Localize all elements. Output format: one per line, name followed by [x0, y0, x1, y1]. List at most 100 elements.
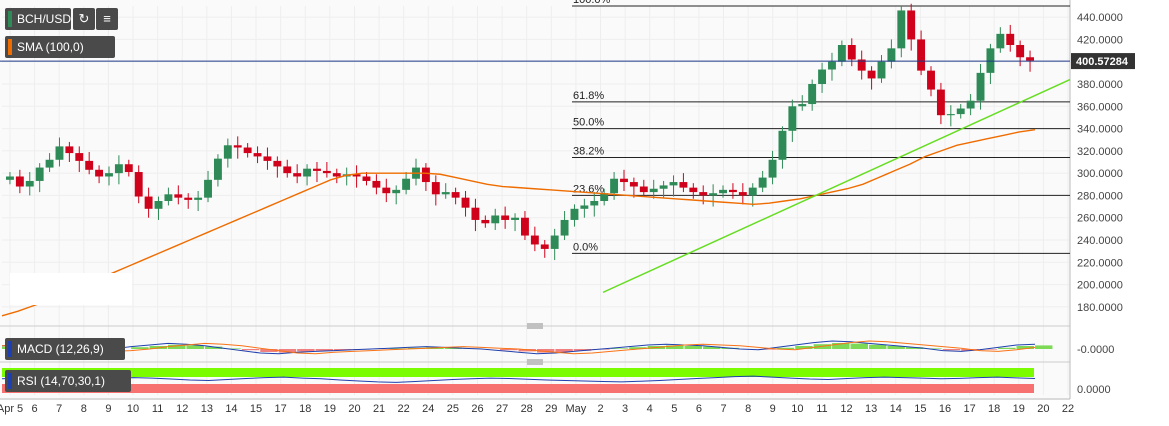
candle-body	[600, 193, 609, 201]
candle-body	[649, 188, 658, 193]
x-tick-label: 22	[1062, 403, 1074, 415]
candle-body	[689, 187, 698, 193]
candle-body	[431, 182, 440, 195]
x-tick-label: 20	[1037, 403, 1049, 415]
macd-histogram-bar	[795, 346, 813, 349]
candle-body	[897, 10, 906, 49]
candle-body	[491, 215, 500, 224]
macd-histogram-bar	[979, 349, 998, 350]
macd-histogram-bar	[961, 349, 979, 351]
candle-body	[421, 167, 430, 183]
candle-body	[65, 146, 74, 154]
candle-body	[966, 100, 975, 109]
macd-histogram-bar	[758, 349, 776, 350]
candle-body	[629, 182, 638, 187]
x-tick-label: 15	[914, 403, 926, 415]
x-tick-label: 24	[422, 403, 434, 415]
macd-text: MACD (12,26,9)	[17, 342, 104, 356]
x-tick-label: 7	[56, 403, 62, 415]
fib-label: 100.0%	[573, 0, 611, 6]
candle-body	[580, 205, 589, 209]
y-tick-label: 300.0000	[1077, 168, 1123, 180]
candle-body	[45, 159, 54, 168]
y-tick-label: 200.0000	[1077, 280, 1123, 292]
x-tick-label: 9	[770, 403, 776, 415]
macd-histogram-bar	[241, 349, 260, 351]
candle-body	[936, 89, 945, 116]
candle-body	[35, 167, 44, 181]
candle-body	[788, 106, 797, 131]
candle-body	[451, 192, 460, 198]
x-tick-label: 29	[545, 403, 557, 415]
candle-body	[144, 196, 153, 209]
candle-body	[956, 108, 965, 115]
candle-body	[1026, 57, 1034, 61]
x-tick-label: May	[566, 403, 587, 415]
x-tick-label: 7	[720, 403, 726, 415]
macd-histogram-bar	[297, 349, 315, 352]
macd-label[interactable]: MACD (12,26,9)	[5, 338, 125, 360]
macd-histogram-bar	[204, 346, 223, 349]
candle-body	[273, 160, 282, 167]
candle-body	[501, 215, 510, 220]
x-tick-label: Apr 5	[0, 403, 23, 415]
x-tick-label: 6	[32, 403, 38, 415]
candle-body	[808, 84, 817, 105]
macd-axis-label: -0.0000	[1077, 344, 1114, 356]
candle-body	[907, 10, 916, 40]
refresh-button[interactable]: ↻	[73, 8, 95, 30]
rsi-label[interactable]: RSI (14,70,30,1)	[5, 370, 131, 392]
candle-body	[263, 156, 272, 161]
candle-body	[124, 164, 133, 173]
macd-histogram-bar	[776, 347, 795, 349]
macd-histogram-bar	[315, 349, 334, 351]
macd-histogram-bar	[942, 349, 961, 351]
fib-label: 50.0%	[573, 117, 604, 129]
candle-body	[946, 114, 955, 116]
candle-body	[887, 48, 896, 62]
y-tick-label: 440.0000	[1077, 12, 1123, 24]
candle-body	[223, 145, 232, 159]
x-tick-label: 12	[176, 403, 188, 415]
candle-body	[313, 168, 321, 171]
candle-body	[728, 189, 737, 193]
macd-histogram-bar	[905, 347, 924, 349]
sma-label[interactable]: SMA (100,0)	[5, 36, 115, 58]
x-tick-label: 21	[373, 403, 385, 415]
candle-body	[362, 176, 371, 181]
candle-body	[511, 217, 519, 220]
candle-body	[332, 173, 341, 177]
candle-body	[927, 70, 935, 90]
candle-body	[243, 147, 252, 154]
x-tick-label: 13	[865, 403, 877, 415]
x-tick-label: 6	[696, 403, 702, 415]
symbol-label[interactable]: BCH/USD	[5, 8, 71, 30]
macd-histogram-bar	[610, 348, 629, 349]
x-tick-label: 27	[496, 403, 508, 415]
candle-body	[204, 179, 212, 198]
candle-body	[530, 235, 539, 245]
macd-histogram-bar	[924, 348, 942, 349]
candle-body	[818, 69, 827, 84]
macd-histogram-bar	[702, 346, 721, 349]
bars-button[interactable]: ≡	[96, 8, 118, 30]
candle-body	[758, 177, 767, 188]
macd-histogram-bar	[334, 349, 352, 351]
candle-body	[768, 159, 777, 178]
candle-body	[233, 145, 242, 148]
candle-body	[402, 178, 411, 190]
macd-histogram-bar	[666, 345, 684, 349]
x-tick-label: 16	[939, 403, 951, 415]
candle-body	[560, 219, 569, 236]
candle-body	[382, 187, 391, 194]
candle-body	[1016, 45, 1025, 58]
plot-background	[0, 0, 1070, 400]
candle-body	[6, 176, 14, 180]
candle-body	[55, 146, 64, 160]
current-price-tag	[1071, 53, 1135, 70]
x-tick-label: 25	[447, 403, 459, 415]
x-tick-label: 14	[225, 403, 237, 415]
candle-body	[253, 153, 262, 157]
